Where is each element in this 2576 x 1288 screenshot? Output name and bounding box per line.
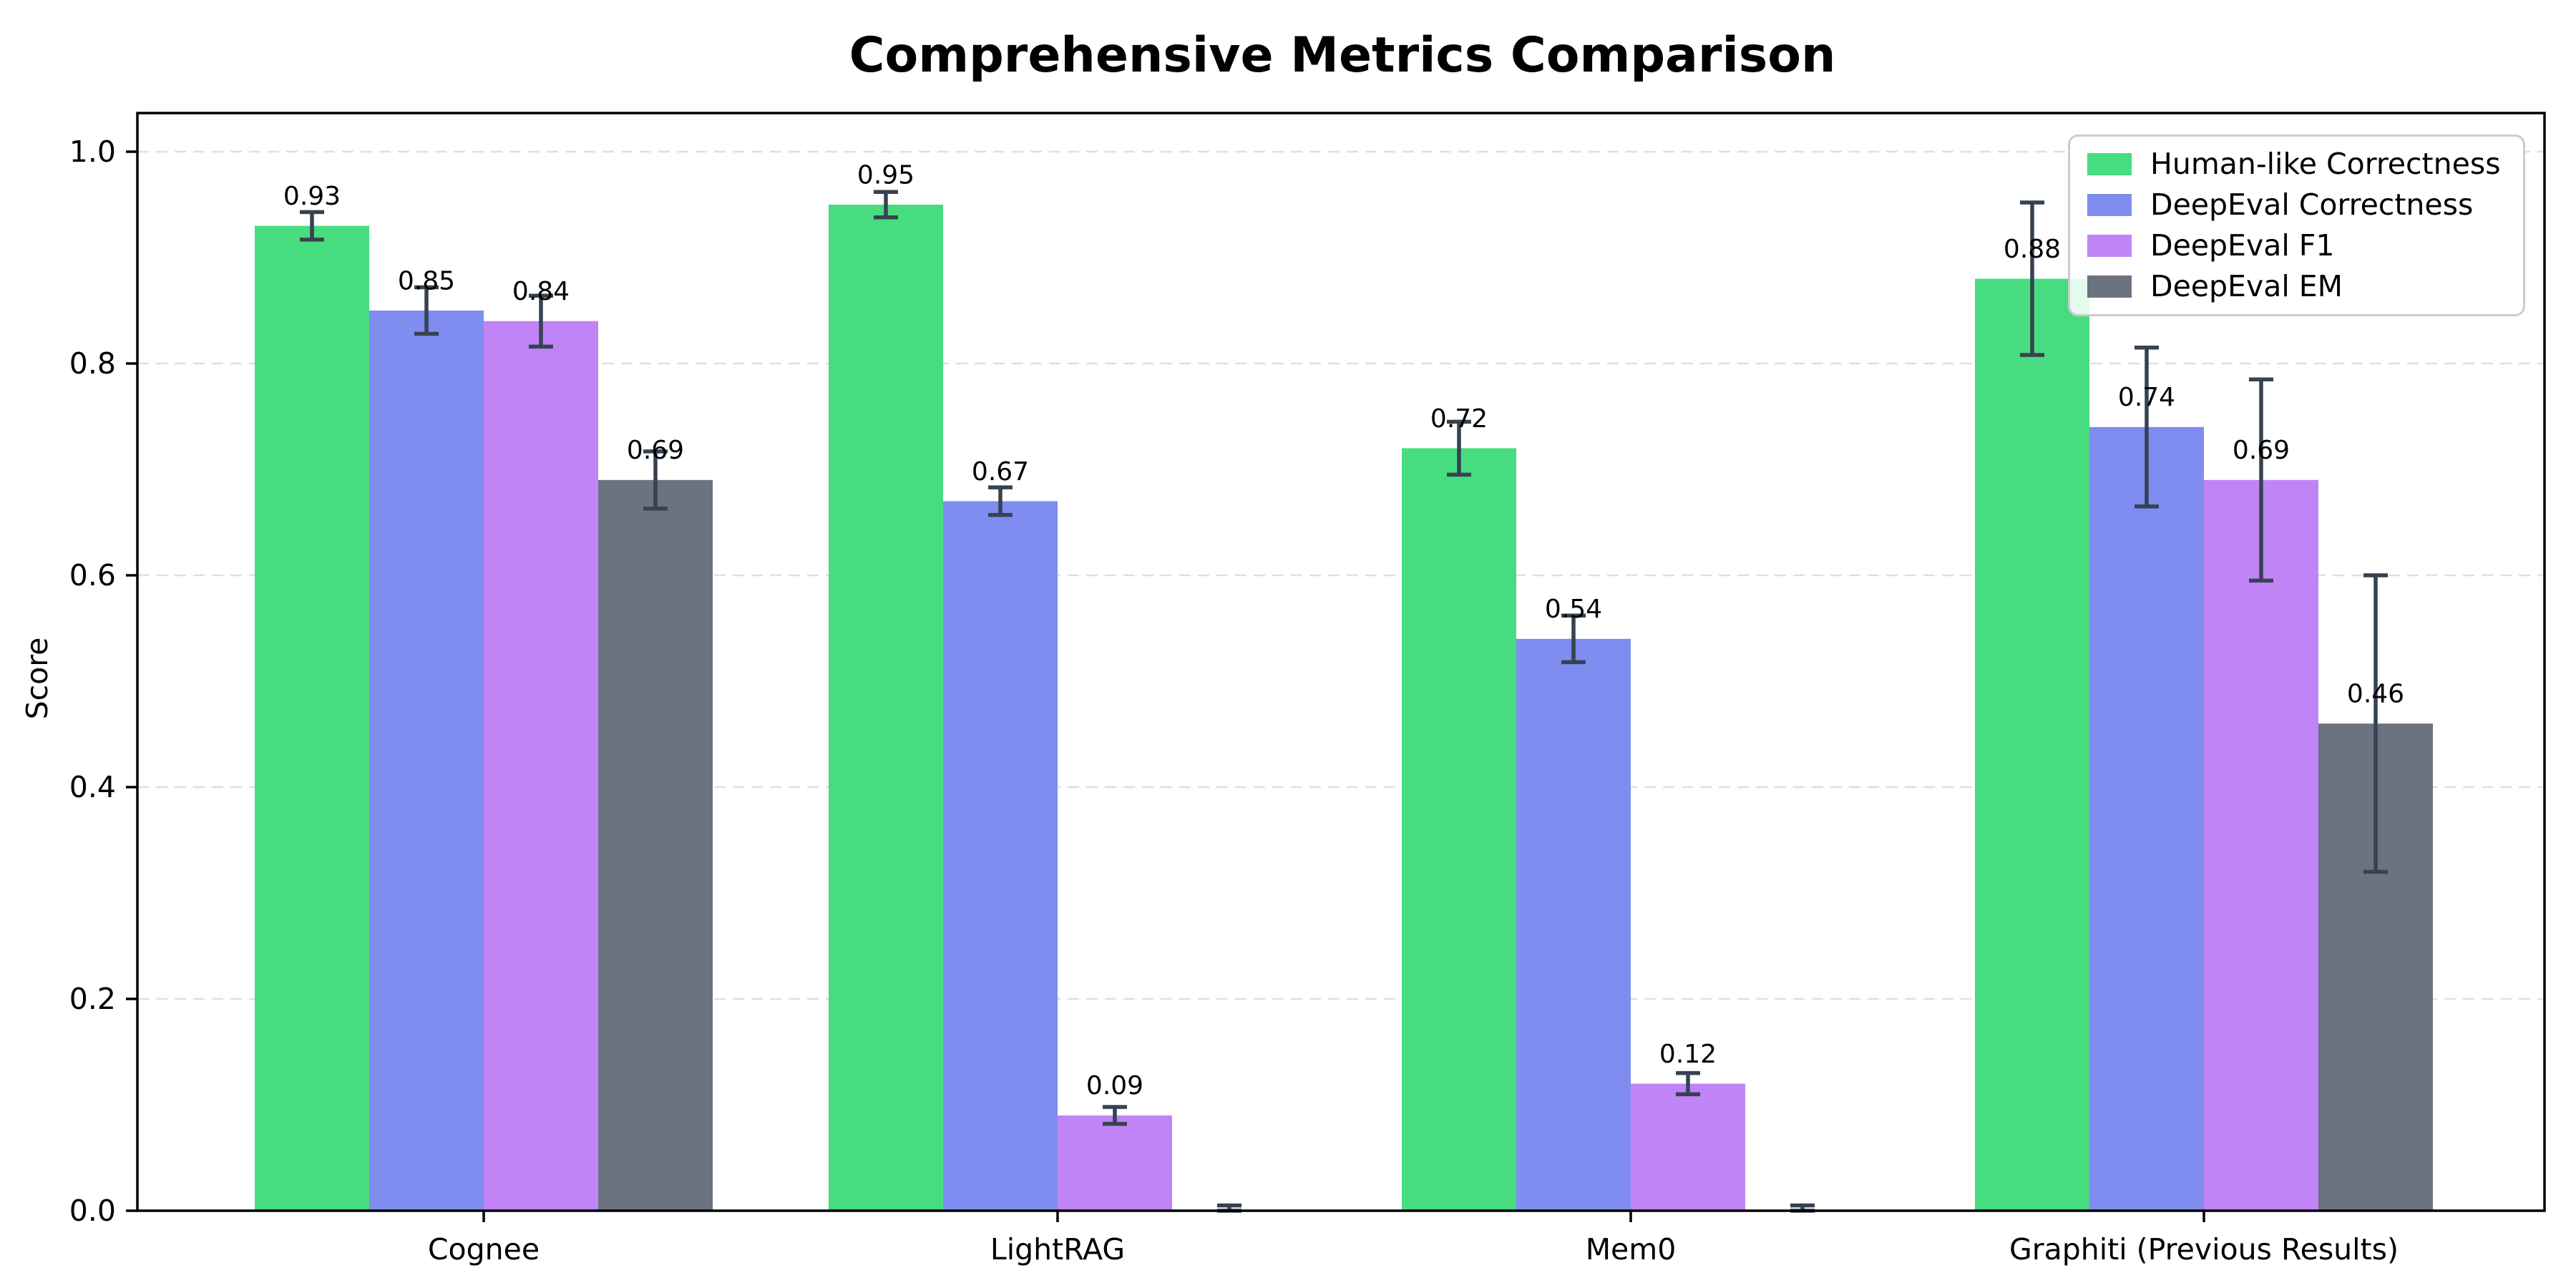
value-label: 0.93 xyxy=(283,182,341,211)
y-tick-label: 0.0 xyxy=(69,1194,116,1228)
legend-swatch-deepeval-correctness xyxy=(2087,194,2132,216)
bar-cognee-deepeval-em xyxy=(598,479,713,1211)
bar-cognee-human-like-correctness xyxy=(255,225,369,1211)
value-label: 0.72 xyxy=(1430,404,1488,434)
legend-swatch-human-like-correctness xyxy=(2087,153,2132,175)
value-label: 0.88 xyxy=(2004,235,2061,264)
x-tick-label: LightRAG xyxy=(990,1232,1125,1267)
bar-graphiti-previous-results-deepeval-f1 xyxy=(2204,479,2318,1211)
plot-border xyxy=(136,112,2546,1212)
x-tick-label: Graphiti (Previous Results) xyxy=(2009,1232,2399,1267)
value-label: 0.09 xyxy=(1086,1071,1143,1101)
y-tick-label: 1.0 xyxy=(69,135,116,169)
bar-lightrag-human-like-correctness xyxy=(829,205,943,1211)
legend-row: DeepEval F1 xyxy=(2087,228,2506,263)
chart-title: Comprehensive Metrics Comparison xyxy=(849,27,1836,84)
value-label: 0.95 xyxy=(857,160,914,190)
bar-graphiti-previous-results-deepeval-correctness xyxy=(2089,426,2204,1211)
bar-cognee-deepeval-correctness xyxy=(369,311,484,1211)
bar-mem0-human-like-correctness xyxy=(1402,448,1516,1211)
bar-mem0-deepeval-f1 xyxy=(1631,1083,1745,1211)
value-label: 0.84 xyxy=(512,277,570,306)
legend-swatch-deepeval-f1 xyxy=(2087,235,2132,257)
legend-label: Human-like Correctness xyxy=(2150,146,2501,181)
y-axis-label: Score xyxy=(20,637,54,720)
legend-row: Human-like Correctness xyxy=(2087,146,2506,181)
value-label: 0.85 xyxy=(398,266,455,296)
bar-graphiti-previous-results-human-like-correctness xyxy=(1975,278,2089,1211)
bar-mem0-deepeval-correctness xyxy=(1516,638,1631,1211)
x-tick-label: Mem0 xyxy=(1586,1232,1677,1267)
legend-label: DeepEval Correctness xyxy=(2150,187,2474,222)
y-tick-label: 0.8 xyxy=(69,346,116,381)
bar-cognee-deepeval-f1 xyxy=(484,321,598,1211)
x-tick-label: Cognee xyxy=(428,1232,540,1267)
bar-lightrag-deepeval-f1 xyxy=(1058,1115,1172,1211)
legend-label: DeepEval F1 xyxy=(2150,228,2335,263)
legend-row: DeepEval Correctness xyxy=(2087,187,2506,222)
value-label: 0.74 xyxy=(2118,383,2175,412)
legend-row: DeepEval EM xyxy=(2087,270,2506,303)
legend-swatch-deepeval-em xyxy=(2087,275,2132,298)
y-tick-label: 0.2 xyxy=(69,982,116,1016)
value-label: 0.69 xyxy=(627,436,684,465)
y-tick-label: 0.4 xyxy=(69,770,116,804)
legend: Human-like Correctness DeepEval Correctn… xyxy=(2068,135,2525,316)
bar-lightrag-deepeval-correctness xyxy=(943,501,1058,1211)
value-label: 0.67 xyxy=(972,457,1029,487)
y-tick-label: 0.6 xyxy=(69,558,116,592)
value-label: 0.69 xyxy=(2233,436,2290,465)
legend-label: DeepEval EM xyxy=(2150,268,2343,303)
value-label: 0.54 xyxy=(1545,595,1602,624)
value-label: 0.46 xyxy=(2347,680,2404,709)
value-label: 0.12 xyxy=(1659,1040,1717,1069)
